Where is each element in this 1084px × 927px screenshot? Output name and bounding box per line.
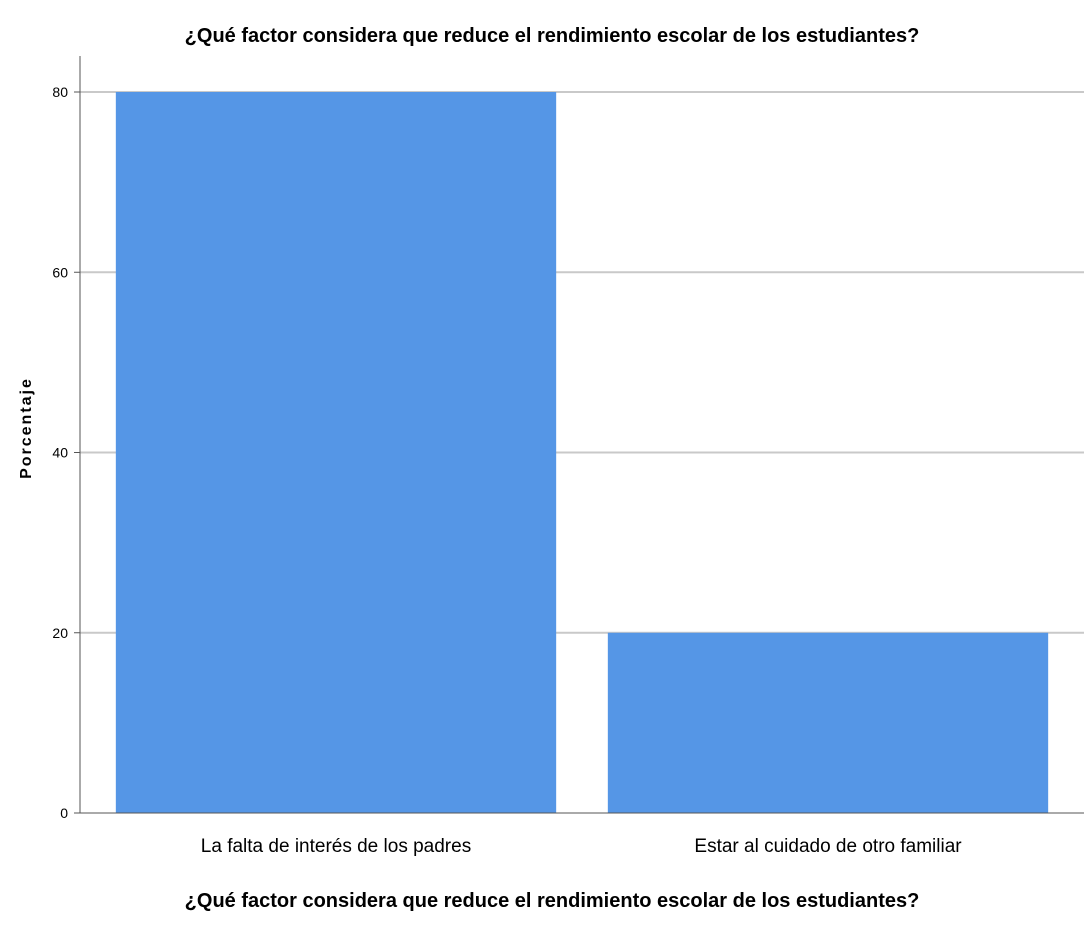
axes <box>79 56 1084 814</box>
bar-1 <box>115 92 557 813</box>
y-tick-label-60: 60 <box>52 264 68 280</box>
y-tick-label-80: 80 <box>52 84 68 100</box>
bars <box>115 92 1049 813</box>
category-label-1: La falta de interés de los padres <box>201 836 471 857</box>
bar-2 <box>607 632 1049 813</box>
y-tick-label-40: 40 <box>52 445 68 461</box>
y-tick-labels: 0 20 40 60 80 <box>52 84 68 821</box>
x-axis-title: ¿Qué factor considera que reduce el rend… <box>185 890 920 912</box>
y-tick-label-0: 0 <box>60 805 68 821</box>
y-axis-title: Porcentaje <box>18 377 35 479</box>
category-label-2: Estar al cuidado de otro familiar <box>694 836 962 857</box>
y-tick-label-20: 20 <box>52 625 68 641</box>
category-labels: La falta de interés de los padres Estar a… <box>201 836 962 857</box>
chart-title: ¿Qué factor considera que reduce el rend… <box>185 25 920 47</box>
